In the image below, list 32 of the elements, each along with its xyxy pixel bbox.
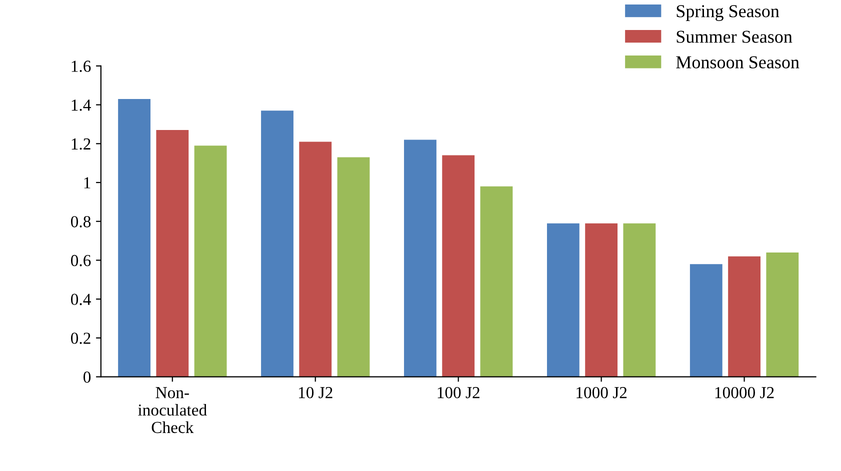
bar xyxy=(623,223,656,377)
bar xyxy=(728,256,760,377)
legend-label: Spring Season xyxy=(676,5,780,22)
y-tick-label: 1.2 xyxy=(72,138,90,150)
bar xyxy=(404,140,436,377)
bar xyxy=(480,186,513,377)
y-tick-label: 0.6 xyxy=(71,254,91,266)
y-tick-label: 1.4 xyxy=(72,100,91,111)
y-tick-label: 0.2 xyxy=(71,332,90,344)
y-tick-label: 1.6 xyxy=(72,60,91,72)
bar xyxy=(337,157,370,377)
bar xyxy=(766,252,799,377)
bar xyxy=(585,223,618,377)
legend-label: Monsoon Season xyxy=(676,56,800,68)
bar xyxy=(194,146,227,377)
bar xyxy=(118,98,150,377)
x-tick-label: 10000 J2 xyxy=(715,387,774,398)
y-tick-label: 0.4 xyxy=(71,294,91,306)
bar xyxy=(156,130,189,377)
bar xyxy=(690,264,722,377)
bar xyxy=(546,223,580,377)
x-tick-label: 100 J2 xyxy=(438,387,480,398)
bar xyxy=(261,110,294,377)
bar xyxy=(442,155,475,377)
y-tick-label: 0.8 xyxy=(71,216,91,228)
x-tick-label: Non- inoculated Check xyxy=(138,387,207,434)
x-tick-label: 1000 J2 xyxy=(576,387,627,398)
legend-label: Summer Season xyxy=(676,30,792,43)
y-tick-label: 0 xyxy=(84,372,91,383)
bar xyxy=(299,142,332,377)
x-tick-label: 10 J2 xyxy=(299,387,332,398)
y-tick-label: 1 xyxy=(84,177,90,188)
